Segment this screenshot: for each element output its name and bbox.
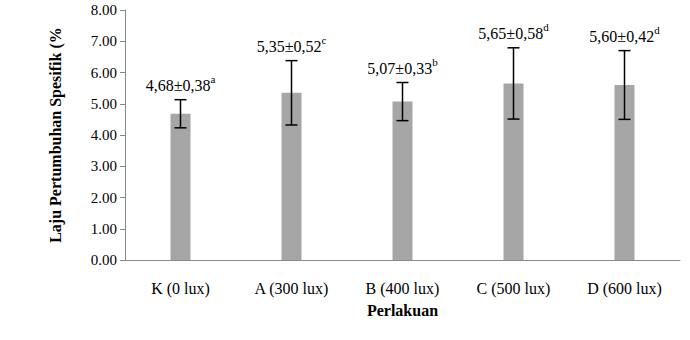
svg-text:5,60±0,42: 5,60±0,42	[589, 28, 654, 45]
svg-text:5.00: 5.00	[91, 96, 117, 112]
svg-text:d: d	[654, 24, 660, 36]
svg-text:8.00: 8.00	[91, 2, 117, 18]
svg-text:C (500 lux): C (500 lux)	[477, 280, 551, 298]
svg-text:A (300 lux): A (300 lux)	[255, 280, 329, 298]
svg-text:Laju Pertumbuhan Spesifik (%: Laju Pertumbuhan Spesifik (%	[47, 27, 65, 243]
svg-text:a: a	[210, 73, 215, 85]
svg-text:7.00: 7.00	[91, 33, 117, 49]
svg-text:B (400 lux): B (400 lux)	[366, 280, 440, 298]
svg-text:5,07±0,33: 5,07±0,33	[367, 60, 432, 77]
svg-text:D (600 lux): D (600 lux)	[587, 280, 662, 298]
svg-text:4.00: 4.00	[91, 127, 117, 143]
svg-text:5,35±0,52: 5,35±0,52	[257, 38, 322, 55]
svg-text:2.00: 2.00	[91, 190, 117, 206]
svg-text:4,68±0,38: 4,68±0,38	[146, 77, 211, 94]
svg-text:b: b	[432, 56, 438, 68]
svg-text:d: d	[543, 21, 549, 33]
svg-text:Perlakuan: Perlakuan	[367, 302, 438, 319]
svg-text:1.00: 1.00	[91, 221, 117, 237]
svg-text:c: c	[321, 34, 326, 46]
svg-text:5,65±0,58: 5,65±0,58	[478, 25, 543, 42]
svg-text:K (0 lux): K (0 lux)	[151, 280, 210, 298]
svg-text:0.00: 0.00	[91, 252, 117, 268]
svg-text:6.00: 6.00	[91, 65, 117, 81]
svg-text:3.00: 3.00	[91, 158, 117, 174]
